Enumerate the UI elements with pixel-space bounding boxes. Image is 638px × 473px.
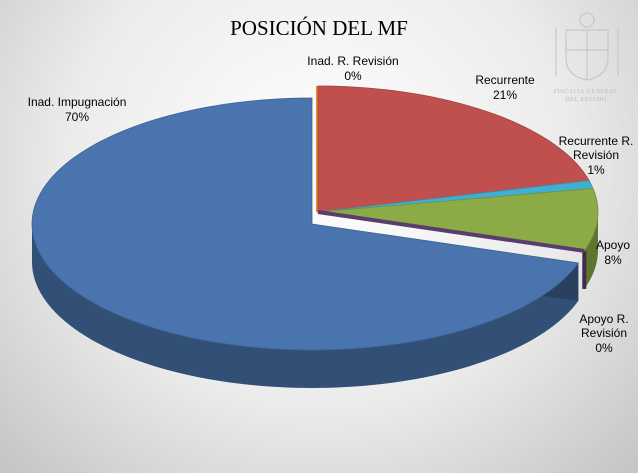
slice-value-label: 8%: [604, 253, 622, 267]
watermark-text: FISCALIA GENERAL DEL ESTADO: [553, 89, 619, 103]
slice-value-label: 21%: [492, 88, 518, 102]
slice-label: Inad. R. Revisión: [307, 54, 399, 68]
pie-tops: [31, 85, 599, 351]
slice-label: Apoyo: [595, 238, 631, 252]
slice-value-label: 1%: [587, 163, 605, 177]
slice-label: Recurrente: [475, 73, 535, 87]
pie-slice-side: [584, 212, 598, 289]
slice-value-label: 70%: [64, 110, 90, 124]
pie-slice: [317, 85, 590, 213]
chart-title: POSICIÓN DEL MF: [230, 16, 408, 40]
pie-slice: [31, 97, 580, 351]
slice-label: Inad. Impugnación: [27, 95, 127, 109]
slice-label: Recurrente R. Revisión: [558, 134, 634, 162]
pie-slice: [317, 210, 585, 253]
pie-slice: [317, 187, 599, 252]
slice-label: Apoyo R. Revisión: [579, 312, 629, 340]
watermark-crest: [555, 12, 619, 81]
slice-value-label: 0%: [344, 69, 362, 83]
pie-slice-side: [32, 224, 579, 388]
slice-value-label: 0%: [595, 341, 613, 355]
